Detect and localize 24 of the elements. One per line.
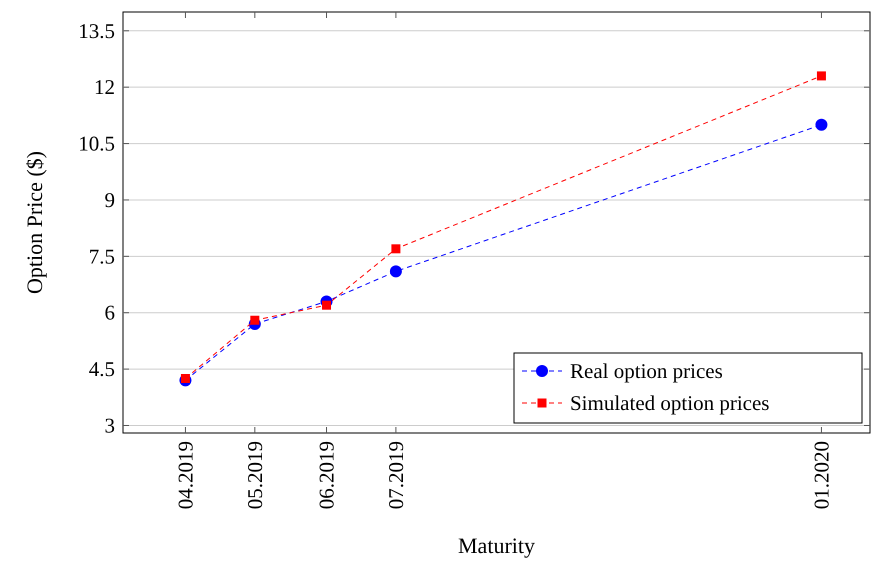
y-tick-label: 10.5 — [78, 132, 115, 156]
point — [816, 71, 826, 80]
x-tick-label: 06.2019 — [314, 441, 339, 510]
y-tick-label: 3 — [104, 413, 115, 438]
point — [180, 374, 190, 383]
y-axis-title: Option Price ($) — [22, 151, 47, 294]
y-tick-label: 4.5 — [88, 357, 115, 382]
point — [815, 118, 828, 131]
x-tick-label: 01.2020 — [809, 441, 834, 510]
y-tick-label: 7.5 — [88, 244, 115, 268]
legend-label: Real option prices — [570, 359, 723, 383]
x-tick-label: 04.2019 — [173, 441, 198, 510]
y-tick-label: 6 — [104, 300, 115, 325]
y-tick-label: 9 — [104, 188, 115, 212]
x-tick-label: 07.2019 — [384, 441, 408, 510]
x-axis-title: Maturity — [458, 533, 535, 558]
point — [390, 265, 402, 278]
x-tick-label: 05.2019 — [242, 441, 267, 510]
point — [391, 244, 400, 254]
y-tick-label: 13.5 — [78, 18, 115, 43]
point — [250, 316, 260, 325]
y-tick-label: 12 — [94, 75, 115, 100]
legend-label: Simulated option prices — [570, 391, 770, 415]
point — [322, 300, 332, 310]
